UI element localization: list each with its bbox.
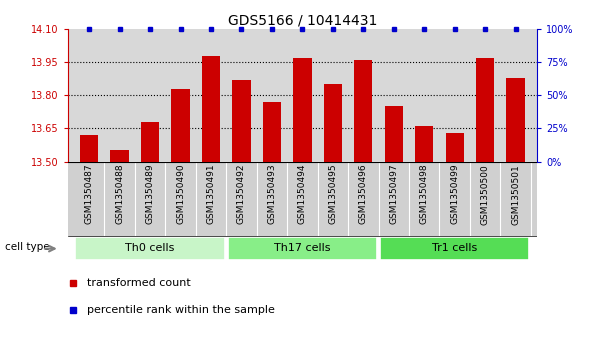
Text: GSM1350500: GSM1350500 — [481, 164, 490, 225]
Bar — [380, 237, 529, 260]
Bar — [354, 60, 372, 162]
Bar — [293, 58, 312, 162]
Title: GDS5166 / 10414431: GDS5166 / 10414431 — [228, 14, 377, 28]
Text: GSM1350487: GSM1350487 — [85, 164, 94, 224]
Bar — [445, 133, 464, 162]
Bar — [415, 126, 433, 162]
Text: cell type: cell type — [5, 242, 50, 252]
Text: Th0 cells: Th0 cells — [126, 243, 175, 253]
Text: GSM1350492: GSM1350492 — [237, 164, 246, 224]
Bar — [228, 237, 377, 260]
Bar — [141, 122, 159, 162]
Text: Tr1 cells: Tr1 cells — [432, 243, 477, 253]
Text: GSM1350488: GSM1350488 — [115, 164, 124, 224]
Bar — [324, 84, 342, 162]
Bar — [232, 80, 251, 162]
Text: GSM1350497: GSM1350497 — [389, 164, 398, 224]
Text: GSM1350499: GSM1350499 — [450, 164, 459, 224]
Bar — [263, 102, 281, 162]
Text: GSM1350496: GSM1350496 — [359, 164, 368, 224]
Text: GSM1350491: GSM1350491 — [206, 164, 215, 224]
Bar — [476, 58, 494, 162]
Bar — [76, 237, 225, 260]
Bar — [172, 89, 189, 162]
Text: GSM1350493: GSM1350493 — [267, 164, 277, 224]
Bar — [506, 78, 525, 162]
Text: GSM1350494: GSM1350494 — [298, 164, 307, 224]
Text: Th17 cells: Th17 cells — [274, 243, 330, 253]
Text: percentile rank within the sample: percentile rank within the sample — [87, 305, 274, 315]
Text: GSM1350489: GSM1350489 — [146, 164, 155, 224]
Text: GSM1350490: GSM1350490 — [176, 164, 185, 224]
Text: GSM1350501: GSM1350501 — [511, 164, 520, 225]
Bar — [110, 151, 129, 162]
Text: GSM1350498: GSM1350498 — [419, 164, 429, 224]
Bar — [80, 135, 99, 162]
Bar — [202, 56, 220, 162]
Text: GSM1350495: GSM1350495 — [328, 164, 337, 224]
Text: transformed count: transformed count — [87, 278, 191, 288]
Bar — [385, 106, 403, 162]
